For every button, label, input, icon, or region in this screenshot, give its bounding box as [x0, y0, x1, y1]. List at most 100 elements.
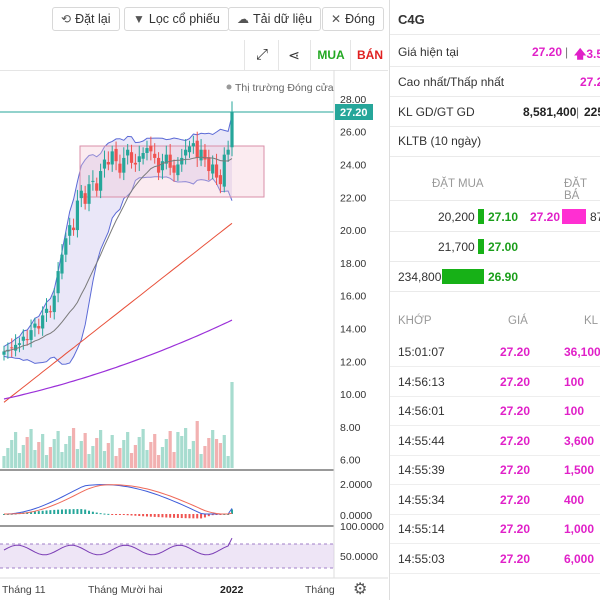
volume-bar: [114, 456, 118, 468]
bid-row: 21,700 27.00: [390, 236, 600, 258]
trade-price: 27.20: [500, 551, 531, 566]
ma20-line: [3, 156, 233, 352]
divider: [390, 34, 600, 35]
volume-bar: [87, 454, 91, 468]
volume-bar: [160, 447, 165, 468]
volume-bar: [79, 441, 83, 468]
divider: [390, 66, 600, 67]
candle-body: [203, 149, 207, 160]
bid-volume-bar: [478, 209, 484, 224]
close-button[interactable]: ✕ Đóng: [322, 7, 384, 31]
share-icon[interactable]: ⋖: [278, 40, 309, 70]
bid-header: ĐẶT MUA: [432, 178, 484, 190]
trade-time-header: KHỚP: [398, 315, 432, 327]
x-label-next: Tháng: [305, 584, 335, 596]
trade-time: 14:56:13: [398, 374, 445, 389]
macd-histogram-bar: [157, 514, 160, 518]
price-tick: 24.00: [340, 159, 366, 171]
candle-body: [122, 157, 126, 173]
volume-bars: [2, 382, 234, 468]
trade-time: 14:55:34: [398, 492, 445, 507]
candle-body: [91, 180, 95, 182]
macd-histogram-bar: [153, 514, 156, 517]
volume-bar: [99, 430, 103, 468]
divider: [390, 156, 600, 157]
trade-price: 27.20: [500, 522, 531, 536]
divider: [390, 200, 600, 201]
candle-body: [41, 315, 45, 329]
ask-header: ĐẶT BÁ: [564, 178, 587, 202]
macd-histogram-bar: [103, 513, 106, 515]
rsi-tick-mid: 50.0000: [340, 551, 378, 563]
macd-histogram-bar: [76, 509, 79, 514]
macd-histogram-bar: [84, 509, 87, 514]
candle-body: [17, 343, 22, 345]
candle-body: [141, 153, 145, 159]
filter-stocks-button[interactable]: ▼ Lọc cổ phiếu: [124, 7, 229, 31]
macd-histogram-bar: [176, 514, 179, 518]
macd-histogram-bar: [184, 514, 187, 519]
price-tick: 12.00: [340, 356, 366, 368]
candle-body: [137, 156, 141, 163]
bid-row: 20,200 27.10 27.20 87: [390, 206, 600, 228]
macd-histogram-bar: [196, 514, 199, 519]
trade-value-partial: 225: [584, 105, 600, 119]
avg-volume-label: KLTB (10 ngày): [398, 134, 482, 148]
macd-histogram-bar: [68, 509, 71, 514]
macd-histogram-bar: [149, 514, 152, 517]
price-tick: 6.00: [340, 455, 361, 467]
reset-button[interactable]: ⟲ Đặt lại: [52, 7, 120, 31]
trade-price: 27.20: [500, 404, 531, 418]
candle-body: [207, 157, 211, 172]
volume-bar: [83, 433, 87, 468]
macd-histogram-bar: [33, 511, 36, 514]
candle-body: [29, 330, 33, 340]
candle-body: [2, 351, 6, 355]
reset-label: Đặt lại: [75, 12, 111, 26]
candle-body: [99, 171, 103, 191]
volume-bar: [168, 431, 172, 468]
volume-bar: [48, 447, 52, 468]
price-tick: 14.00: [340, 323, 366, 335]
download-data-button[interactable]: ☁ Tải dữ liệu: [228, 7, 322, 31]
candle-body: [21, 336, 25, 341]
macd-histogram-bar: [49, 510, 52, 514]
buy-button[interactable]: MUA: [310, 40, 351, 70]
price-chart[interactable]: Thị trường Đóng cửa 28.00 26.00 24.00 22.00…: [0, 70, 388, 600]
volume-bar: [176, 432, 180, 468]
trade-time: 15:01:07: [398, 345, 445, 359]
volume-bar: [2, 456, 6, 468]
macd-line: [3, 484, 233, 515]
volume-bar: [29, 429, 33, 468]
trade-price-header: GIÁ: [508, 315, 528, 327]
volume-bar: [214, 439, 219, 468]
volume-bar: [95, 438, 99, 468]
macd-histogram-bar: [30, 511, 33, 514]
volume-bar: [126, 432, 130, 468]
bollinger-lower-line: [3, 176, 233, 365]
consolidation-box: [79, 145, 265, 198]
candle-body: [172, 165, 176, 173]
candle-body: [214, 164, 219, 178]
trade-time: 14:55:39: [398, 463, 445, 477]
candle-body: [195, 140, 199, 158]
trade-time: 14:55:14: [398, 522, 445, 536]
volume-value: 8,581,400: [523, 105, 577, 119]
macd-histogram-bar: [134, 514, 137, 516]
macd-histogram-bar: [64, 509, 67, 514]
volume-bar: [52, 439, 56, 468]
price-axis-ticks: 28.00 26.00 24.00 22.00 20.00 18.00 16.00 14.00…: [340, 94, 366, 467]
bid-volume-bar: [442, 269, 484, 284]
candle-body: [211, 164, 215, 174]
fullscreen-icon[interactable]: ⤢: [244, 40, 279, 70]
volume-bar: [122, 440, 126, 468]
macd-histogram-bar: [138, 514, 141, 516]
download-label: Tải dữ liệu: [253, 12, 313, 26]
macd-histogram-bar: [200, 514, 203, 519]
macd-histogram-bar: [72, 509, 75, 514]
sell-button[interactable]: BÁN: [350, 40, 389, 70]
gear-icon[interactable]: ⚙: [353, 581, 367, 598]
trade-volume: 100: [564, 374, 585, 389]
trade-row: 14:56:13 27.20 100: [390, 367, 600, 397]
candle-body: [184, 149, 188, 156]
